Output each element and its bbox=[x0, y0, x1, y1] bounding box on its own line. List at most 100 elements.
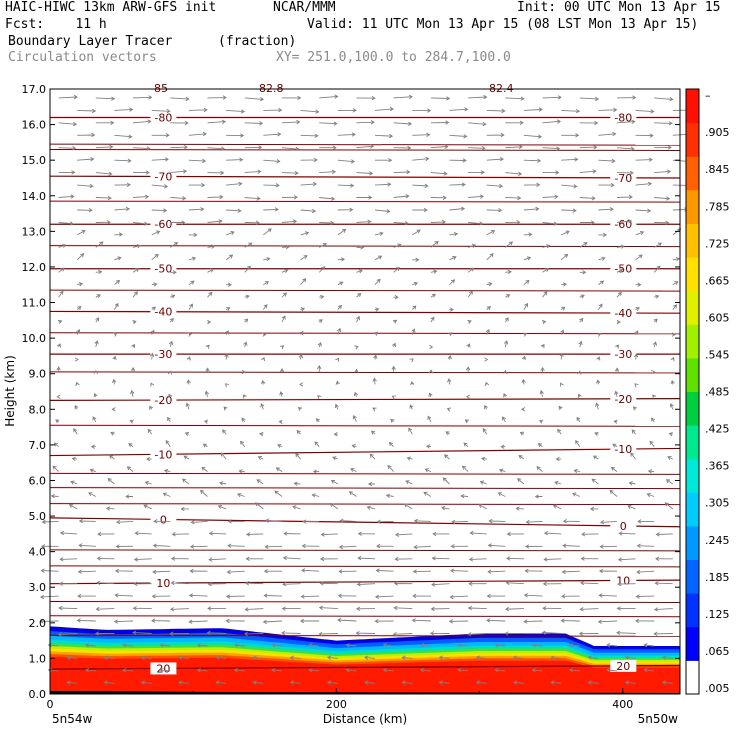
vector-arrow-536 bbox=[393, 295, 399, 300]
vector-arrow-657 bbox=[486, 208, 503, 213]
vector-arrow-743 bbox=[505, 144, 523, 150]
vector-arrow-438 bbox=[540, 366, 545, 372]
vector-arrow-814 bbox=[616, 95, 637, 100]
vector-arrow-16 bbox=[661, 680, 673, 685]
vector-arrow-43 bbox=[401, 655, 413, 660]
vector-arrow-477 bbox=[113, 332, 118, 337]
colorbar-label-0: .005 bbox=[705, 682, 730, 695]
vector-arrow-498 bbox=[244, 318, 249, 323]
vector-arrow-326 bbox=[165, 439, 171, 447]
vector-arrow-624 bbox=[523, 232, 533, 237]
header-line2-left: Fcst: 11 h bbox=[5, 17, 107, 32]
y-axis-label: Height (km) bbox=[3, 355, 17, 426]
vector-arrow-183 bbox=[543, 557, 562, 562]
isotherm-extra-0 bbox=[49, 634, 681, 637]
y-tick-label-0: 0.0 bbox=[29, 688, 47, 701]
vector-arrow-126 bbox=[300, 594, 320, 599]
vector-arrow-395 bbox=[204, 390, 210, 397]
vector-arrow-652 bbox=[300, 208, 317, 214]
vector-arrow-605 bbox=[430, 240, 439, 248]
vector-arrow-322 bbox=[667, 455, 674, 460]
y-tick-label-15: 15.0 bbox=[22, 154, 47, 167]
vector-arrow-98 bbox=[523, 619, 543, 624]
vector-arrow-793 bbox=[486, 108, 506, 114]
vector-arrow-9 bbox=[401, 680, 413, 685]
y-tick-label-12: 12.0 bbox=[22, 261, 47, 274]
vector-arrow-85 bbox=[39, 619, 59, 624]
vector-arrow-769 bbox=[207, 119, 227, 124]
isotherm-label-4-1: -20 bbox=[614, 393, 632, 406]
vector-arrow-5 bbox=[252, 680, 264, 685]
vector-arrow-303 bbox=[573, 468, 580, 474]
vector-arrow-107 bbox=[244, 607, 264, 612]
vector-arrow-223 bbox=[116, 519, 134, 525]
vector-arrow-636 bbox=[319, 220, 335, 226]
vector-arrow-0 bbox=[66, 680, 78, 685]
vector-arrow-131 bbox=[486, 593, 506, 599]
vector-arrow-104 bbox=[132, 606, 152, 611]
vector-arrow-264 bbox=[385, 493, 394, 498]
vector-arrow-588 bbox=[449, 256, 457, 261]
vector-arrow-710 bbox=[542, 170, 560, 175]
vector-arrow-440 bbox=[614, 367, 620, 372]
vector-arrow-532 bbox=[244, 294, 250, 299]
vector-arrow-168 bbox=[598, 568, 618, 574]
isotherm-label-1-1: 10 bbox=[616, 574, 630, 587]
vector-arrow-201 bbox=[562, 543, 580, 548]
vector-arrow-545 bbox=[114, 279, 121, 286]
y-tick-label-11: 11.0 bbox=[22, 297, 47, 310]
vector-arrow-250 bbox=[515, 506, 524, 511]
vector-arrow-304 bbox=[610, 466, 618, 472]
vector-arrow-480 bbox=[224, 330, 229, 335]
vector-arrow-59 bbox=[345, 643, 357, 648]
y-tick-label-5: 5.0 bbox=[29, 510, 47, 523]
vector-arrow-506 bbox=[541, 319, 547, 325]
vector-arrow-246 bbox=[366, 505, 376, 510]
vector-arrow-641 bbox=[505, 220, 521, 225]
vector-arrow-804 bbox=[244, 97, 265, 102]
vector-arrow-388 bbox=[595, 402, 600, 410]
vector-arrow-109 bbox=[318, 605, 338, 610]
vector-arrow-679 bbox=[654, 196, 671, 201]
vector-arrow-456 bbox=[596, 356, 601, 361]
vector-arrow-549 bbox=[263, 281, 270, 286]
vector-arrow-618 bbox=[300, 231, 310, 236]
vector-arrow-797 bbox=[635, 109, 655, 114]
vector-arrow-101 bbox=[635, 618, 655, 624]
isotherm-label-bg-5-0 bbox=[150, 348, 177, 361]
colorbar-swatch-14 bbox=[686, 189, 699, 224]
vector-arrow-81 bbox=[541, 630, 562, 635]
vector-arrow-337 bbox=[575, 439, 581, 447]
vector-arrow-387 bbox=[558, 405, 563, 410]
vector-arrow-297 bbox=[350, 467, 357, 472]
vector-arrow-206 bbox=[134, 531, 152, 536]
vector-arrow-321 bbox=[630, 452, 636, 460]
vector-arrow-29 bbox=[494, 667, 506, 673]
vector-arrow-375 bbox=[111, 407, 116, 412]
vector-arrow-713 bbox=[654, 169, 672, 174]
vector-arrow-333 bbox=[425, 444, 431, 449]
vector-arrow-723 bbox=[412, 156, 430, 162]
vector-arrow-368 bbox=[464, 419, 469, 424]
colorbar-swatch-2 bbox=[686, 593, 699, 628]
vector-arrow-384 bbox=[446, 407, 452, 412]
vector-arrow-686 bbox=[300, 181, 317, 187]
vector-arrow-73 bbox=[243, 631, 264, 636]
colorbar-swatch-8 bbox=[686, 391, 699, 426]
vector-arrow-520 bbox=[449, 307, 454, 312]
axes-layer: 0.0 1.0 2.0 3.0 4.0 5.0 6.0 7.0 8.0 9.0 10.0 11.0 12… bbox=[22, 83, 680, 711]
vector-arrow-224 bbox=[153, 519, 171, 524]
vector-arrow-361 bbox=[203, 419, 209, 424]
vector-arrow-661 bbox=[635, 208, 652, 213]
vector-arrow-770 bbox=[244, 121, 264, 126]
vector-arrow-329 bbox=[277, 443, 283, 448]
vector-arrow-759 bbox=[486, 132, 505, 138]
vector-arrow-649 bbox=[188, 207, 205, 212]
y-tick-label-2: 2.0 bbox=[29, 617, 47, 630]
isotherm-extra-11 bbox=[49, 289, 681, 292]
vector-arrow-688 bbox=[374, 182, 392, 187]
vector-arrow-593 bbox=[635, 254, 643, 261]
vector-arrow-441 bbox=[651, 369, 656, 375]
vector-arrow-443 bbox=[112, 355, 117, 360]
